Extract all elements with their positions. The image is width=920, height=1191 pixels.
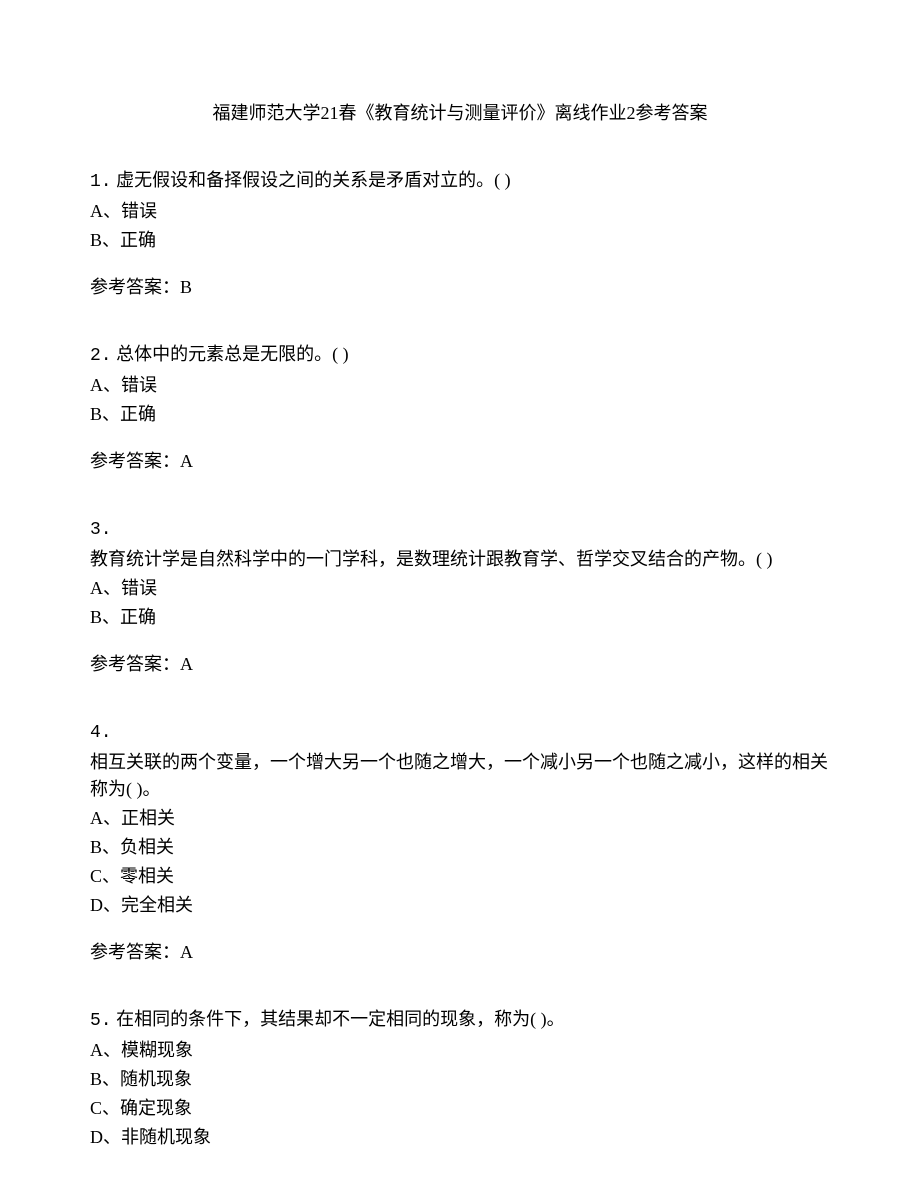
question-number: 1. — [90, 172, 112, 192]
option-b: B、正确 — [90, 604, 830, 631]
question-5: 5. 在相同的条件下，其结果却不一定相同的现象，称为( )。 A、模糊现象 B、… — [90, 1006, 830, 1151]
question-3: 3. 教育统计学是自然科学中的一门学科，是数理统计跟教育学、哲学交叉结合的产物。… — [90, 515, 830, 678]
option-d: D、非随机现象 — [90, 1124, 830, 1151]
question-body: 虚无假设和备择假设之间的关系是矛盾对立的。( ) — [116, 170, 511, 190]
question-body: 总体中的元素总是无限的。( ) — [116, 344, 349, 364]
question-2: 2. 总体中的元素总是无限的。( ) A、错误 B、正确 参考答案：A — [90, 341, 830, 475]
question-text: 4. — [90, 718, 830, 747]
question-text: 1. 虚无假设和备择假设之间的关系是矛盾对立的。( ) — [90, 167, 830, 196]
option-a: A、错误 — [90, 372, 830, 399]
option-a: A、错误 — [90, 575, 830, 602]
question-text: 2. 总体中的元素总是无限的。( ) — [90, 341, 830, 370]
option-b: B、随机现象 — [90, 1066, 830, 1093]
question-4: 4. 相互关联的两个变量，一个增大另一个也随之增大，一个减小另一个也随之减小，这… — [90, 718, 830, 966]
question-1: 1. 虚无假设和备择假设之间的关系是矛盾对立的。( ) A、错误 B、正确 参考… — [90, 167, 830, 301]
answer: 参考答案：A — [90, 939, 830, 966]
option-b: B、正确 — [90, 401, 830, 428]
question-text: 3. — [90, 515, 830, 544]
answer: 参考答案：A — [90, 448, 830, 475]
answer: 参考答案：B — [90, 274, 830, 301]
option-c: C、确定现象 — [90, 1095, 830, 1122]
question-body: 在相同的条件下，其结果却不一定相同的现象，称为( )。 — [116, 1009, 565, 1029]
question-number: 3. — [90, 520, 112, 540]
option-a: A、模糊现象 — [90, 1037, 830, 1064]
option-b: B、正确 — [90, 227, 830, 254]
question-body: 教育统计学是自然科学中的一门学科，是数理统计跟教育学、哲学交叉结合的产物。( ) — [90, 546, 830, 573]
question-number: 4. — [90, 723, 112, 743]
option-c: C、零相关 — [90, 863, 830, 890]
option-a: A、错误 — [90, 198, 830, 225]
question-number: 2. — [90, 346, 112, 366]
question-text: 5. 在相同的条件下，其结果却不一定相同的现象，称为( )。 — [90, 1006, 830, 1035]
option-a: A、正相关 — [90, 805, 830, 832]
option-d: D、完全相关 — [90, 892, 830, 919]
question-body: 相互关联的两个变量，一个增大另一个也随之增大，一个减小另一个也随之减小，这样的相… — [90, 749, 830, 803]
question-number: 5. — [90, 1011, 112, 1031]
answer: 参考答案：A — [90, 651, 830, 678]
option-b: B、负相关 — [90, 834, 830, 861]
document-title: 福建师范大学21春《教育统计与测量评价》离线作业2参考答案 — [90, 100, 830, 127]
